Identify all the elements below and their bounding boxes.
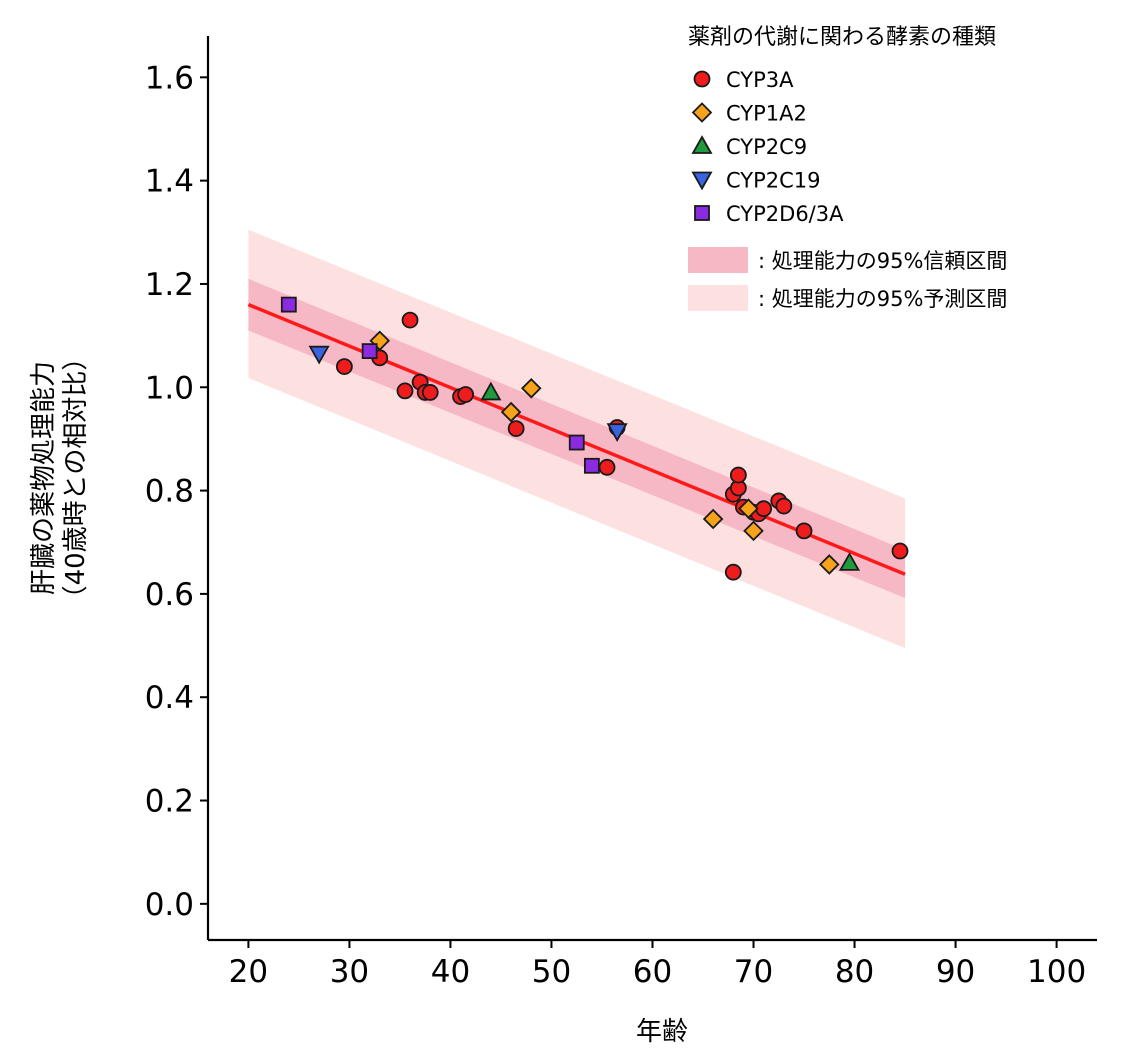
legend-label-cyp1a2: CYP1A2 [726, 102, 807, 126]
x-tick-label: 70 [734, 954, 773, 990]
legend-marker-cyp2c19 [691, 171, 713, 191]
data-point-cyp3a [507, 420, 525, 437]
data-point-cyp2d6-3a [568, 434, 585, 451]
y-tick-label: 0.0 [145, 887, 194, 923]
x-tick-label: 40 [431, 954, 470, 990]
data-point-cyp3a [335, 358, 353, 376]
data-point-cyp2c9 [480, 381, 502, 401]
data-point-cyp1a2 [702, 508, 724, 530]
y-tick-label: 0.2 [145, 784, 194, 820]
y-axis-title-line2: （40歳時との相対比） [61, 345, 91, 612]
data-point-cyp1a2 [738, 498, 759, 519]
data-point-cyp3a [891, 542, 909, 560]
y-axis-title-line1: 肝臓の薬物処理能力 [29, 361, 59, 595]
data-point-cyp3a [396, 382, 414, 400]
legend-marker-cyp2d6-3a [694, 205, 710, 221]
legend-label-cyp3a: CYP3A [726, 68, 794, 92]
x-axis-title: 年齢 [636, 1017, 688, 1047]
x-tick-label: 30 [330, 954, 369, 990]
data-point-cyp3a [775, 497, 793, 515]
x-tick-label: 60 [633, 954, 672, 990]
data-point-cyp2d6-3a [361, 343, 378, 360]
data-point-cyp3a [598, 458, 616, 476]
x-tick-label: 50 [532, 954, 571, 990]
x-tick-label: 90 [936, 954, 975, 990]
x-tick-label: 100 [1027, 954, 1086, 990]
data-point-cyp3a [729, 466, 747, 484]
data-point-cyp1a2 [819, 554, 840, 575]
legend-label-cyp2c9: CYP2C9 [726, 135, 807, 159]
axes-layer: 0.0 0.2 0.4 0.6 0.8 1.0 1.2 1.4 1.6 20 30 40 50 60 70 8… [145, 36, 1097, 990]
y-tick-label: 0.4 [145, 680, 194, 716]
y-tick-label: 0.8 [145, 474, 194, 510]
data-point-cyp2c19 [606, 423, 628, 443]
data-point-cyp3a [724, 563, 742, 581]
legend-label-confidence: : 処理能力の95%信頼区間 [758, 249, 1007, 273]
y-tick-label: 1.4 [145, 164, 194, 200]
y-tick-label: 0.6 [145, 577, 194, 613]
data-point-cyp1a2 [743, 520, 764, 542]
data-point-cyp2d6-3a [280, 296, 297, 313]
legend-label-cyp2d6-3a: CYP2D6/3A [726, 202, 844, 226]
legend-swatch-confidence [688, 247, 748, 273]
data-point-cyp2c19 [308, 345, 330, 365]
data-point-cyp3a [421, 384, 439, 401]
data-point-cyp3a [795, 522, 813, 540]
y-tick-label: 1.2 [145, 267, 194, 303]
data-point-cyp1a2 [520, 378, 542, 399]
points-layer [280, 296, 909, 581]
legend-title: 薬剤の代謝に関わる酵素の種類 [688, 25, 996, 50]
legend-label-prediction: : 処理能力の95%予測区間 [758, 287, 1007, 311]
data-point-cyp3a [457, 386, 475, 403]
legend-label-cyp2c19: CYP2C19 [726, 169, 821, 193]
y-tick-label: 1.6 [145, 60, 194, 96]
data-point-cyp2c9 [838, 552, 861, 571]
x-tick-label: 80 [835, 954, 874, 990]
data-point-cyp1a2 [500, 401, 522, 423]
legend-marker-cyp1a2 [691, 102, 713, 123]
data-point-cyp2d6-3a [583, 457, 600, 474]
y-tick-label: 1.0 [145, 370, 194, 406]
legend-swatch-prediction [688, 285, 748, 311]
legend: 薬剤の代謝に関わる酵素の種類 CYP3A CYP1A2 CYP2C9 CYP2C19 C… [688, 25, 1007, 311]
legend-marker-cyp2c9 [691, 135, 713, 154]
legend-marker-cyp3a [693, 70, 711, 88]
x-tick-label: 20 [229, 954, 268, 990]
data-point-cyp3a [401, 311, 419, 329]
